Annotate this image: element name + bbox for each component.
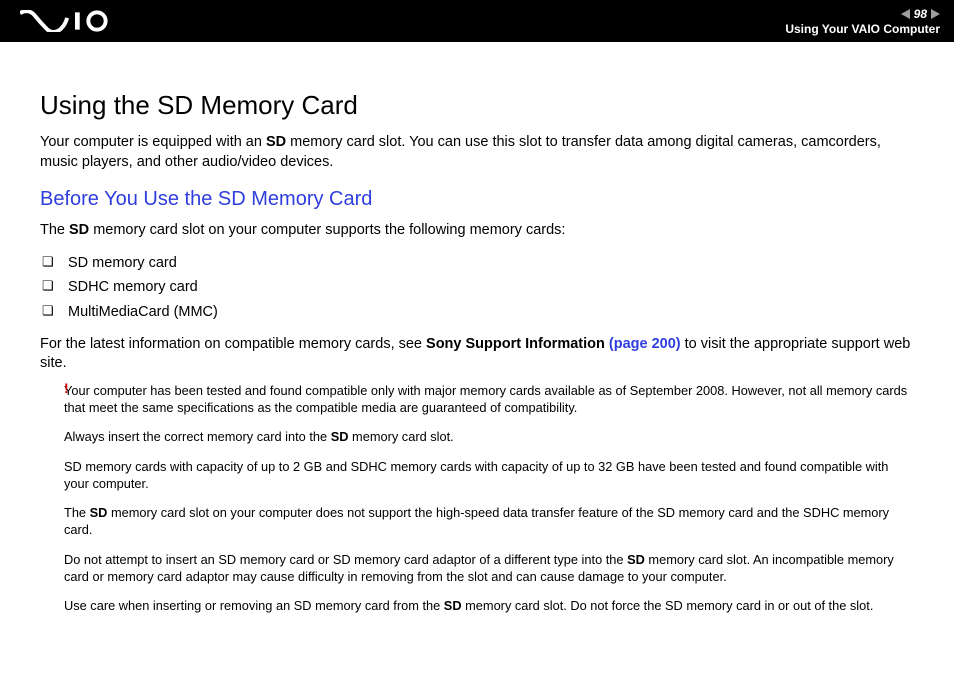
warn-bold: SD [627, 552, 645, 567]
latest-info-line: For the latest information on compatible… [40, 335, 914, 374]
next-page-arrow-icon[interactable] [931, 9, 940, 19]
page-navigator: 98 [901, 7, 940, 21]
warn-bold: SD [90, 505, 108, 520]
warn-pre: Use care when inserting or removing an S… [64, 598, 444, 613]
warning-text: Use care when inserting or removing an S… [64, 597, 914, 614]
warn-pre: Do not attempt to insert an SD memory ca… [64, 552, 627, 567]
intro-pre: Your computer is equipped with an [40, 134, 266, 150]
memory-card-list: SD memory card SDHC memory card MultiMed… [40, 251, 914, 325]
intro-paragraph: Your computer is equipped with an SD mem… [40, 133, 914, 172]
warning-text: The SD memory card slot on your computer… [64, 504, 914, 539]
warn-pre: Always insert the correct memory card in… [64, 429, 331, 444]
support-pre: The [40, 222, 69, 238]
warn-post: memory card slot. Do not force the SD me… [462, 598, 874, 613]
page-title: Using the SD Memory Card [40, 90, 914, 121]
header-bar: 98 Using Your VAIO Computer [0, 0, 954, 42]
page-link[interactable]: (page 200) [609, 336, 681, 352]
warn-post: memory card slot on your computer does n… [64, 505, 889, 537]
vaio-logo [20, 10, 130, 32]
support-bold: SD [69, 222, 89, 238]
warn-bold: SD [331, 429, 349, 444]
support-post: memory card slot on your computer suppor… [89, 222, 565, 238]
prev-page-arrow-icon[interactable] [901, 9, 910, 19]
warn-post: memory card slot. [348, 429, 453, 444]
support-line: The SD memory card slot on your computer… [40, 221, 914, 241]
list-item: SDHC memory card [40, 275, 914, 300]
section-title: Using Your VAIO Computer [785, 22, 940, 36]
page-content: Using the SD Memory Card Your computer i… [0, 42, 954, 646]
page-number: 98 [914, 7, 927, 21]
warning-block: ! Your computer has been tested and foun… [64, 382, 914, 615]
list-item: SD memory card [40, 251, 914, 276]
latest-bold: Sony Support Information [426, 336, 609, 352]
latest-pre: For the latest information on compatible… [40, 336, 426, 352]
warning-text: SD memory cards with capacity of up to 2… [64, 458, 914, 493]
subheading: Before You Use the SD Memory Card [40, 188, 914, 211]
warn-pre: The [64, 505, 90, 520]
header-right: 98 Using Your VAIO Computer [785, 7, 940, 36]
list-item: MultiMediaCard (MMC) [40, 300, 914, 325]
intro-bold: SD [266, 134, 286, 150]
warning-text: Your computer has been tested and found … [64, 382, 914, 417]
warn-bold: SD [444, 598, 462, 613]
warning-text: Always insert the correct memory card in… [64, 428, 914, 445]
warning-icon: ! [64, 380, 69, 396]
warning-text: Do not attempt to insert an SD memory ca… [64, 551, 914, 586]
